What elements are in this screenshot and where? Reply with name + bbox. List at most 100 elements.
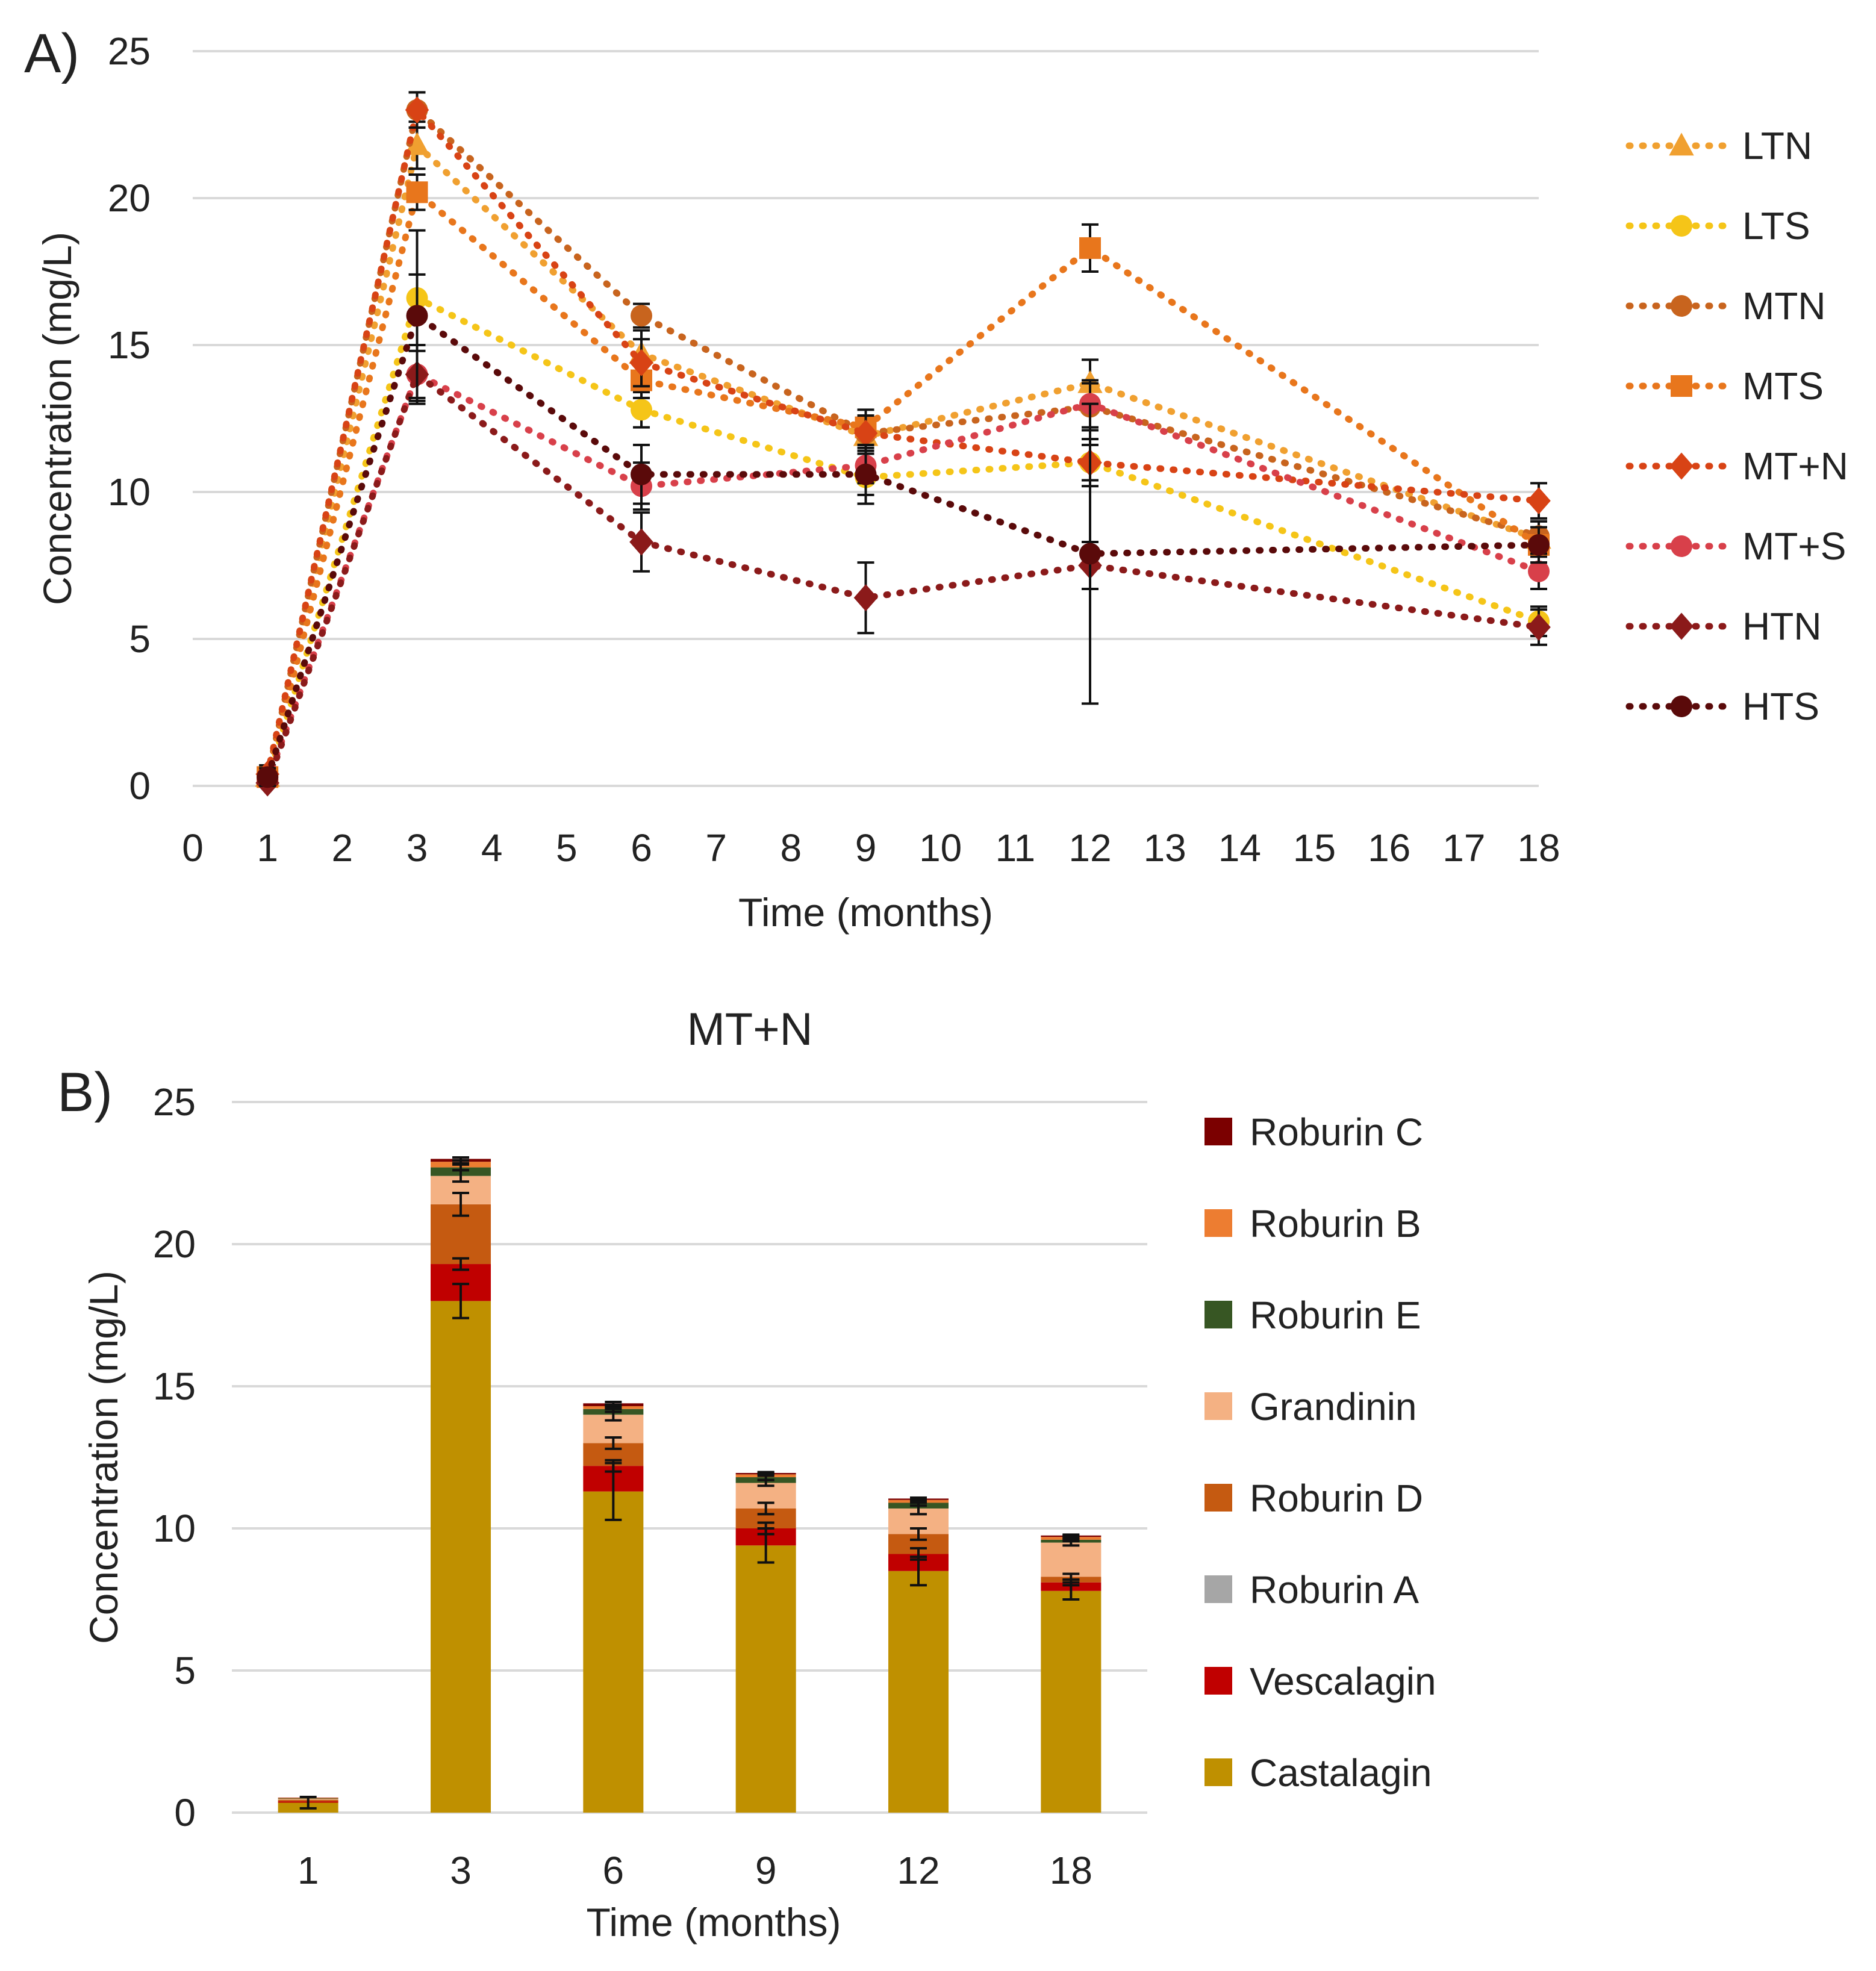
data-point — [406, 181, 428, 204]
panel-a-x-axis-title: Time (months) — [738, 890, 993, 935]
panel-b-x-tick-label: 6 — [603, 1849, 625, 1892]
panel-b-y-axis-title: Concentration (mg/L) — [81, 1271, 126, 1644]
legend-label: Roburin C — [1250, 1110, 1423, 1154]
panel-a-x-tick-label: 8 — [781, 826, 802, 870]
legend-label: Roburin B — [1250, 1202, 1421, 1245]
legend-swatch — [1204, 1118, 1232, 1145]
series-line — [264, 186, 1542, 780]
data-point — [1079, 543, 1101, 565]
error-bar — [757, 1501, 774, 1516]
data-point — [631, 305, 652, 327]
panel-b-x-tick-label: 18 — [1050, 1849, 1092, 1892]
panel-a-label: A) — [24, 23, 79, 84]
error-bar — [452, 1192, 469, 1217]
error-bar — [757, 1521, 774, 1536]
panel-a-y-tick-label: 10 — [108, 470, 151, 514]
panel-a-y-tick-label: 20 — [108, 176, 151, 220]
error-bar — [910, 1547, 927, 1561]
panel-a-y-tick-label: 5 — [129, 617, 151, 661]
legend-marker — [1671, 375, 1692, 397]
legend-swatch — [1204, 1301, 1232, 1328]
panel-a-y-tick-label: 15 — [108, 323, 151, 367]
data-point — [405, 96, 429, 124]
data-point — [631, 463, 652, 485]
panel-b-legend-item: Castalagin — [1204, 1751, 1432, 1795]
legend-label: MTN — [1742, 284, 1826, 328]
panel-a-legend-item: HTS — [1625, 685, 1819, 728]
panel-a-x-tick-label: 5 — [556, 826, 578, 870]
panel-b-legend-item: Roburin E — [1204, 1294, 1421, 1337]
series-line — [264, 139, 1542, 780]
panel-a-legend-item: MT+S — [1625, 525, 1846, 568]
data-point — [1528, 560, 1550, 582]
legend-label: MTS — [1742, 364, 1824, 408]
panel-b-label: B) — [57, 1062, 113, 1123]
panel-a-series-hts — [257, 229, 1550, 788]
series-line — [264, 369, 1542, 786]
panel-a-series-htn — [255, 349, 1551, 797]
panel-a-x-tick-label: 13 — [1144, 826, 1186, 870]
panel-b-bar-stack — [735, 1471, 796, 1813]
panel-b-legend-item: Roburin D — [1204, 1477, 1423, 1520]
legend-marker — [1671, 535, 1692, 557]
panel-b-bar-stack — [583, 1400, 644, 1813]
panel-a-x-tick-label: 9 — [855, 826, 877, 870]
panel-a-x-tick-label: 14 — [1218, 826, 1261, 870]
panel-b-chart-title: MT+N — [687, 1004, 813, 1055]
panel-b-y-tick-label: 0 — [174, 1791, 196, 1834]
legend-label: MT+S — [1742, 525, 1846, 568]
panel-a-x-tick-label: 11 — [996, 826, 1035, 870]
panel-a-x-tick-label: 4 — [481, 826, 503, 870]
error-bar — [452, 1283, 469, 1319]
panel-b-bar-stack — [1041, 1533, 1102, 1813]
panel-b-x-tick-label: 12 — [897, 1849, 940, 1892]
legend-marker — [1669, 452, 1694, 480]
panel-a-series-lts — [257, 273, 1550, 791]
legend-label: Castalagin — [1250, 1751, 1432, 1795]
panel-a-y-tick-label: 0 — [129, 764, 151, 808]
panel-a-x-tick-label: 12 — [1068, 826, 1111, 870]
series-line — [264, 370, 1542, 783]
panel-a-x-tick-label: 0 — [182, 826, 204, 870]
panel-a-line-chart: A) Concentration (mg/L) Time (months) 0 1… — [24, 23, 1848, 935]
panel-a-legend-item: HTN — [1625, 605, 1822, 648]
panel-a-x-tick-label: 1 — [257, 826, 278, 870]
panel-b-legend-item: Vescalagin — [1204, 1660, 1436, 1703]
panel-a-x-tick-label: 18 — [1517, 826, 1560, 870]
error-bar — [299, 1796, 317, 1810]
panel-b-bar-stack — [888, 1496, 949, 1813]
panel-b-y-tick-label: 10 — [153, 1507, 196, 1550]
panel-b-x-axis-title: Time (months) — [587, 1900, 841, 1945]
panel-a-y-axis-title: Concentration (mg/L) — [35, 232, 79, 605]
error-bar — [452, 1257, 469, 1271]
panel-a-legend-item: LTS — [1625, 204, 1810, 248]
panel-a-x-tick-label: 2 — [332, 826, 354, 870]
panel-a-x-tick-label: 6 — [631, 826, 652, 870]
panel-a-series-mtpluss — [257, 344, 1550, 791]
panel-a-x-tick-label: 16 — [1368, 826, 1410, 870]
panel-a-legend-item: MTN — [1625, 284, 1826, 328]
legend-swatch — [1204, 1392, 1232, 1420]
legend-swatch — [1204, 1758, 1232, 1786]
panel-a-y-tick-label: 25 — [108, 30, 151, 73]
data-point — [404, 132, 430, 155]
legend-swatch — [1204, 1667, 1232, 1695]
panel-b-y-tick-label: 5 — [174, 1649, 196, 1692]
panel-a-legend-item: MTS — [1625, 364, 1824, 408]
data-point — [1527, 487, 1551, 515]
panel-a-x-tick-label: 17 — [1442, 826, 1485, 870]
legend-marker — [1669, 132, 1694, 156]
data-point — [406, 305, 428, 327]
bar-segment-castalagin — [583, 1491, 644, 1813]
panel-a-series-mtplusn — [255, 91, 1551, 788]
panel-a-x-tick-label: 15 — [1293, 826, 1336, 870]
legend-marker — [1671, 215, 1692, 237]
legend-label: Roburin E — [1250, 1294, 1421, 1337]
panel-a-x-tick-label: 10 — [919, 826, 962, 870]
error-bar — [605, 1436, 622, 1450]
legend-swatch — [1204, 1484, 1232, 1512]
legend-label: MT+N — [1742, 444, 1848, 488]
panel-a-series-mts — [257, 173, 1550, 788]
panel-b-x-tick-label: 3 — [450, 1849, 472, 1892]
